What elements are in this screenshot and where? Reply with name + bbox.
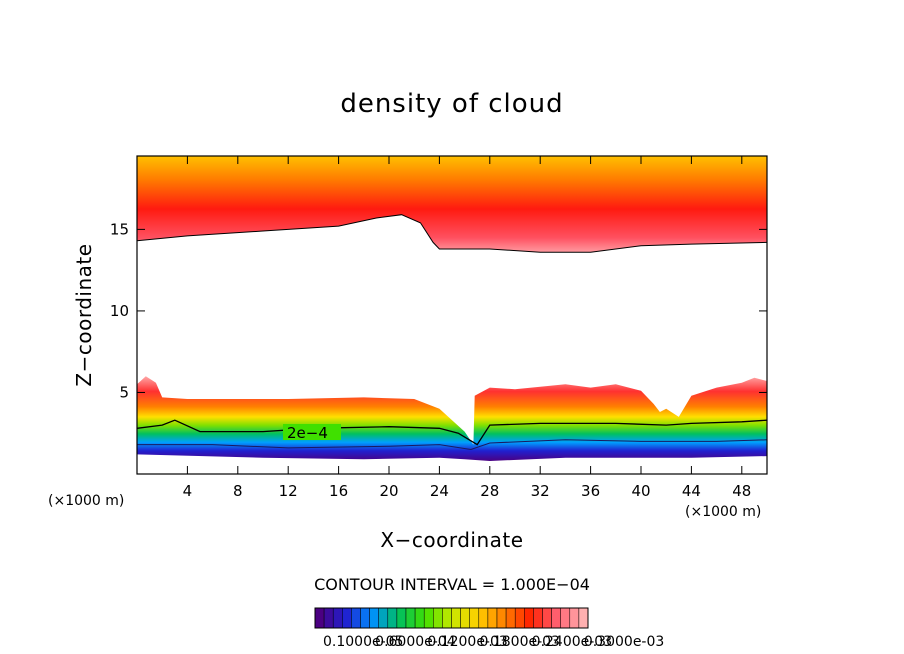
colorbar-swatch (487, 607, 498, 629)
contour-label-bg (283, 424, 341, 440)
colorbar-swatch (469, 607, 480, 629)
x-axis-ticks: 4 8 12 16 20 24 28 32 36 40 44 48 (183, 156, 751, 500)
colorbar-swatch (369, 607, 379, 629)
x-tick-label: 48 (732, 482, 751, 500)
colorbar-label: 0.1800e-03 (480, 634, 560, 650)
colorbar-swatch (514, 607, 525, 629)
colorbar-swatch (351, 607, 361, 629)
colorbar-swatch (551, 607, 561, 629)
x-tick-label: 16 (329, 482, 348, 500)
colorbar-swatch (451, 607, 461, 629)
x-tick-label: 44 (682, 482, 701, 500)
x-tick-label: 12 (279, 482, 298, 500)
x-tick-label: 24 (430, 482, 449, 500)
colorbar-swatch (569, 607, 580, 629)
colorbar-label: 0.3000e-03 (584, 634, 664, 650)
x-tick-label: 8 (233, 482, 243, 500)
x-tick-label: 40 (631, 482, 650, 500)
colorbar-frame (314, 607, 589, 629)
colorbar-swatch (314, 607, 325, 629)
colorbar-label: 0.1200e-03 (427, 634, 507, 650)
colorbar-swatch (460, 607, 470, 629)
colorbar-swatch (524, 607, 534, 629)
x-tick-label: 32 (531, 482, 550, 500)
colorbar-swatch (505, 607, 516, 629)
contour-label: 2e−4 (287, 424, 328, 442)
colorbar-swatch (414, 607, 425, 629)
colorbar-label: 0.1000e-05 (323, 634, 403, 650)
colorbar-swatch (342, 607, 352, 629)
colorbar-swatch (478, 607, 489, 629)
colorbar-swatch (405, 607, 416, 629)
colorbar-swatch (396, 607, 407, 629)
upper-cloud-layer (137, 156, 767, 253)
colorbar-labels: 0.1000e-050.6000e-040.1200e-030.1800e-03… (323, 634, 664, 650)
x-unit-left: (×1000 m) (48, 493, 124, 509)
lower-cloud-layer (137, 376, 767, 461)
y-axis-ticks: 5 10 15 (110, 220, 767, 401)
colorbar-swatch (542, 607, 552, 629)
y-axis-label: Z−coordinate (72, 243, 96, 386)
colorbar-swatch (387, 607, 398, 629)
colorbar-swatch (496, 607, 507, 629)
colorbar-swatch (578, 607, 589, 629)
colorbar-swatch (332, 607, 343, 629)
x-tick-label: 36 (581, 482, 600, 500)
contour-interval-note: CONTOUR INTERVAL = 1.000E−04 (314, 575, 590, 594)
upper-layer-edge (137, 214, 767, 253)
x-tick-label: 28 (480, 482, 499, 500)
colorbar (314, 607, 589, 629)
x-axis-label: X−coordinate (380, 528, 523, 552)
chart-title: density of cloud (340, 89, 563, 119)
x-unit-right: (×1000 m) (685, 504, 761, 520)
y-tick-label: 10 (110, 302, 129, 320)
colorbar-swatch (442, 607, 452, 629)
colorbar-swatch (423, 607, 434, 629)
y-tick-label: 15 (110, 220, 129, 238)
x-tick-label: 4 (183, 482, 193, 500)
colorbar-swatch (560, 607, 571, 629)
colorbar-swatch (433, 607, 443, 629)
x-tick-label: 20 (379, 482, 398, 500)
colorbar-label: 0.6000e-04 (375, 634, 456, 650)
contour-line-1e-4 (137, 439, 767, 451)
y-tick-label: 5 (119, 383, 129, 401)
contour-line-2e-4 (137, 419, 767, 446)
colorbar-swatch (360, 607, 370, 629)
colorbar-label: 0.2400e-03 (532, 634, 612, 650)
plot-frame (136, 155, 768, 475)
colorbar-swatch (533, 607, 543, 629)
colorbar-swatch (323, 607, 334, 629)
colorbar-swatch (378, 607, 389, 629)
